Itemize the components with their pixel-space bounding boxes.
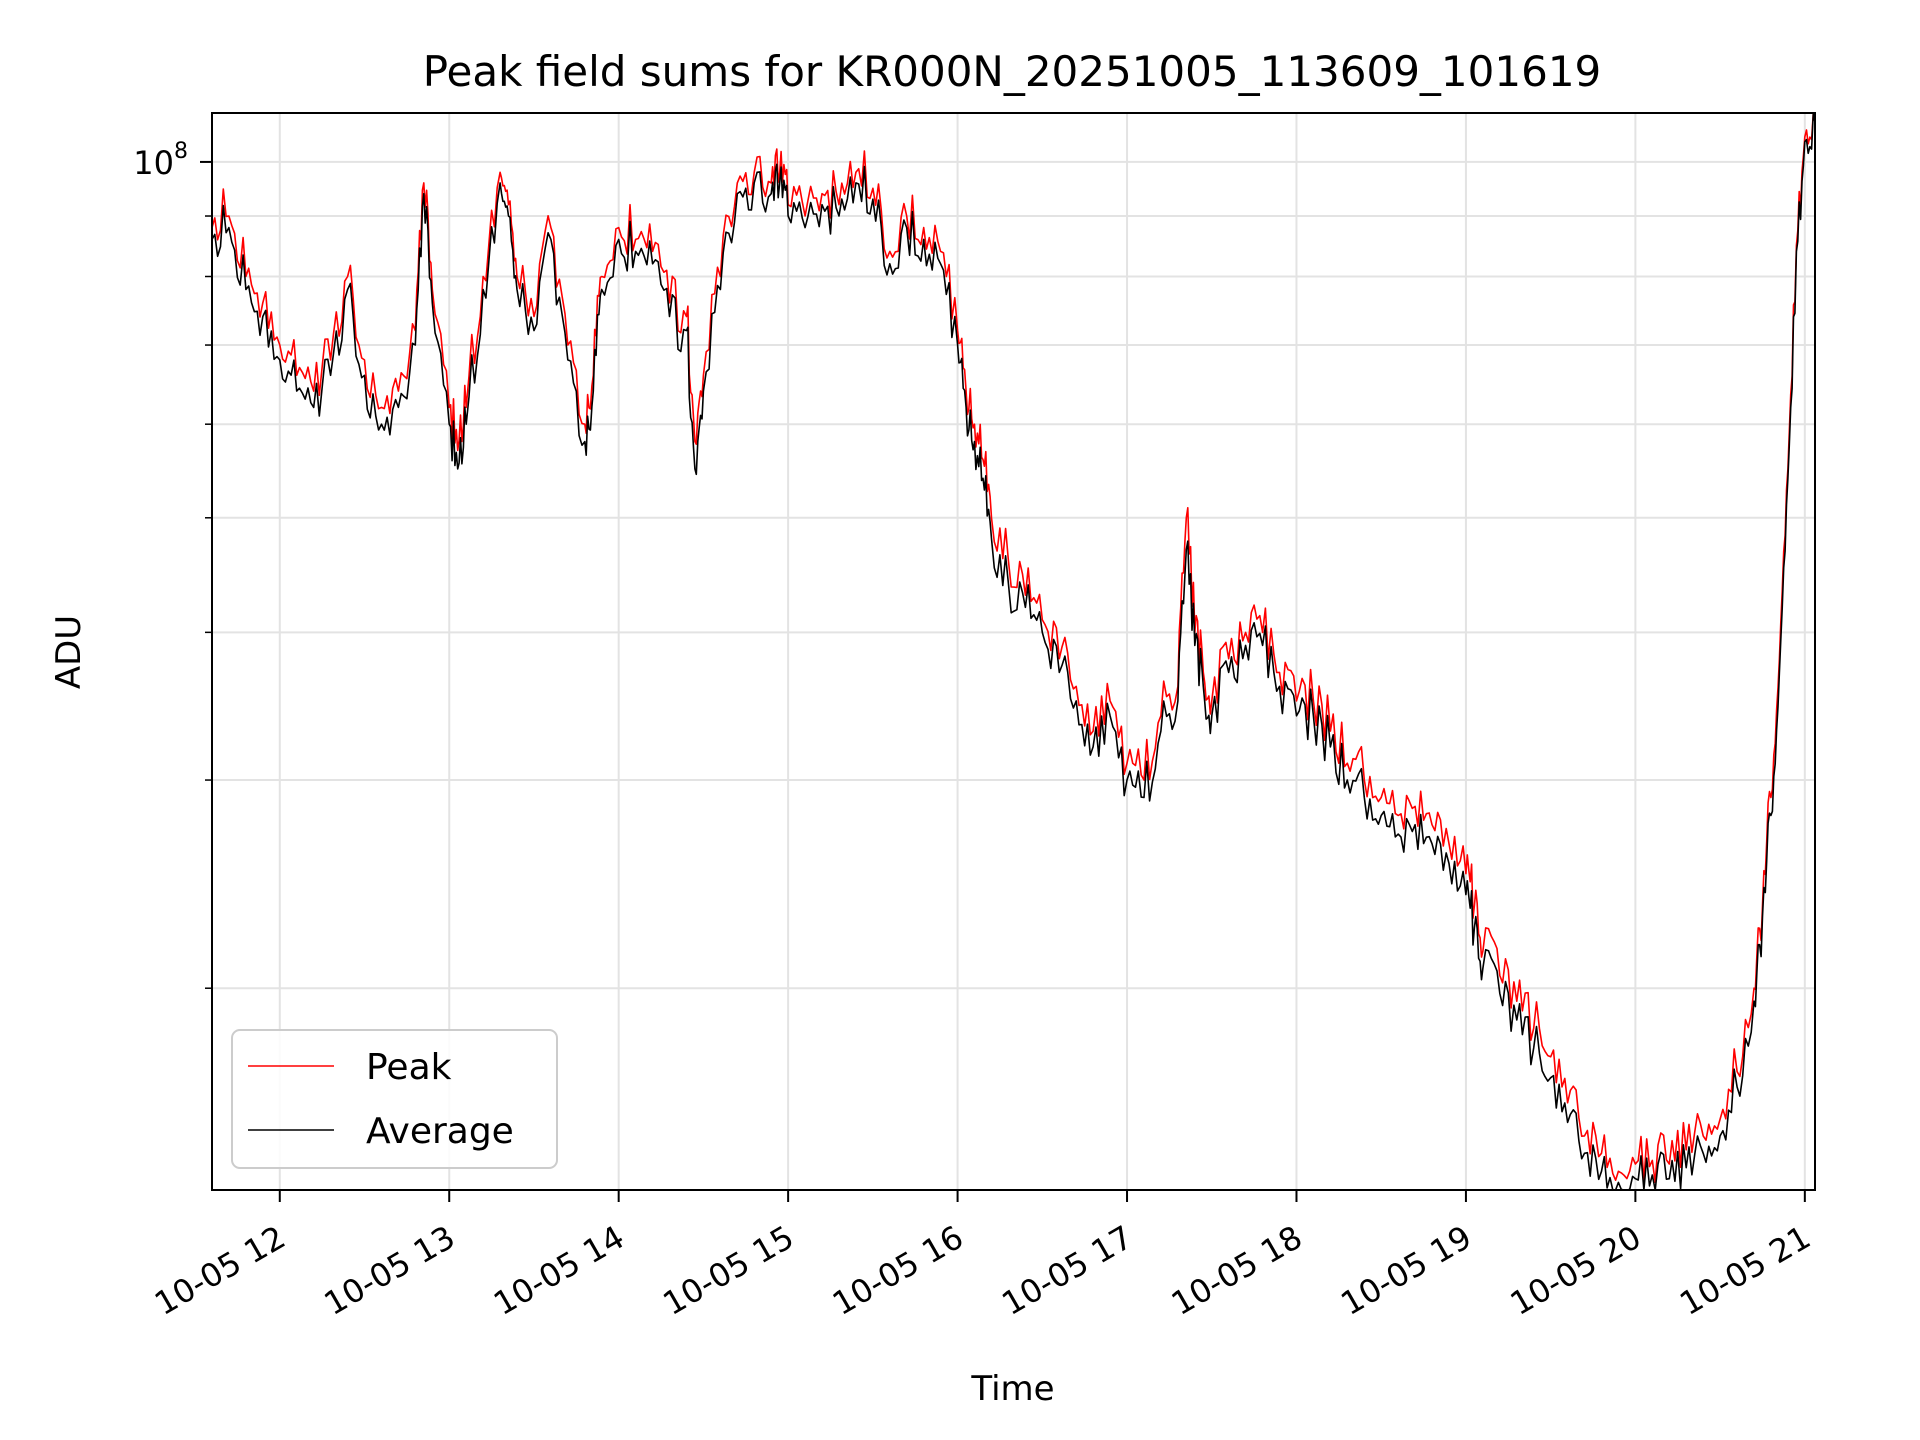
legend-peak-label: Peak <box>366 1047 452 1088</box>
y-tick-label: 108 <box>133 139 188 182</box>
series-line-average <box>211 112 1816 1191</box>
plot-frame <box>211 112 1816 1191</box>
legend-box <box>231 1029 558 1169</box>
series-line-peak <box>211 112 1816 1184</box>
legend: Peak Average <box>231 1029 558 1169</box>
chart-title: Peak field sums for KR000N_20251005_1136… <box>423 47 1602 96</box>
legend-average-label: Average <box>366 1111 514 1152</box>
series-lines <box>211 112 1816 1191</box>
y-axis-label: ADU <box>49 615 89 689</box>
x-axis-label: Time <box>970 1369 1054 1409</box>
